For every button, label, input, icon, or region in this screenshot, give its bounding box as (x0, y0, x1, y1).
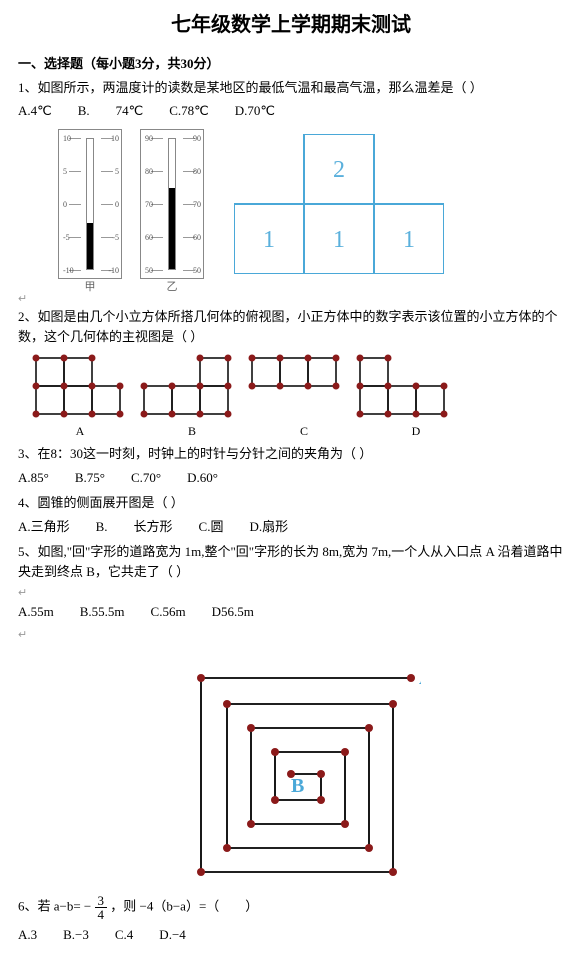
svg-text:1: 1 (403, 227, 415, 253)
q4-text: 4、圆锥的侧面展开图是（ ） (18, 493, 564, 513)
thermo-scale-right: 90908080707060605050 (151, 138, 195, 270)
thermo-scale-left: 10105500-5-5-10-10 (69, 138, 113, 270)
spiral-wrap: AB (18, 654, 564, 884)
q6-text: 6、若 a−b= − 3 4 ，则 −4（b−a）=（ ） (18, 894, 564, 921)
svg-text:A: A (419, 664, 421, 689)
page-mark: ↵ (18, 585, 564, 602)
q6-suffix: ，则 −4（b−a）=（ ） (110, 898, 258, 913)
thermometer-pair: 10105500-5-5-10-10 甲 9090808070706060505… (58, 129, 204, 279)
q1-figure-row: 10105500-5-5-10-10 甲 9090808070706060505… (58, 129, 564, 279)
thermo-label-right: 乙 (141, 279, 203, 296)
q6-prefix: 6、若 a−b= − (18, 898, 91, 913)
svg-text:1: 1 (333, 227, 345, 253)
q2-labels-row: A B C D (30, 422, 564, 440)
q5-options: A.55m B.55.5m C.56m D56.5m (18, 602, 564, 622)
top-view-figure: 2 1 1 1 (234, 134, 444, 274)
q1-text: 1、如图所示，两温度计的读数是某地区的最低气温和最高气温，那么温差是（ ） (18, 78, 564, 98)
q1-options: A.4℃ B. 74℃ C.78℃ D.70℃ (18, 101, 564, 121)
q2-shapes-row (30, 352, 564, 420)
svg-text:B: B (291, 775, 304, 797)
page-mark: ↵ (18, 627, 564, 644)
section1-header: 一、选择题（每小题3分，共30分） (18, 54, 564, 74)
shape-option-b (138, 352, 234, 420)
q6-frac-num: 3 (95, 894, 108, 908)
q5-text: 5、如图,"回"字形的道路宽为 1m,整个"回"字形的长为 8m,宽为 7m,一… (18, 542, 564, 581)
shape-option-c (246, 352, 342, 392)
page-title: 七年级数学上学期期末测试 (18, 10, 564, 40)
q3-options: A.85° B.75° C.70° D.60° (18, 468, 564, 488)
shape-option-a (30, 352, 126, 420)
thermo-label-left: 甲 (59, 279, 121, 296)
q6-fraction: 3 4 (95, 894, 108, 921)
q6-frac-den: 4 (95, 908, 108, 921)
svg-text:2: 2 (333, 157, 345, 183)
topview-svg: 2 1 1 1 (234, 134, 444, 274)
spiral-svg: AB (161, 654, 421, 884)
q6-options: A.3 B.−3 C.4 D.−4 (18, 925, 564, 945)
thermometer-left: 10105500-5-5-10-10 甲 (58, 129, 122, 279)
label-c: C (254, 422, 354, 440)
thermometer-right: 90908080707060605050 乙 (140, 129, 204, 279)
label-b: B (142, 422, 242, 440)
svg-text:1: 1 (263, 227, 275, 253)
label-d: D (366, 422, 466, 440)
shape-option-d (354, 352, 450, 420)
q4-options: A.三角形 B. 长方形 C.圆 D.扇形 (18, 517, 564, 537)
label-a: A (30, 422, 130, 440)
q3-text: 3、在8：30这一时刻，时钟上的时针与分针之间的夹角为（ ） (18, 444, 564, 464)
q2-text: 2、如图是由几个小立方体所搭几何体的俯视图，小正方体中的数字表示该位置的小立方体… (18, 307, 564, 346)
